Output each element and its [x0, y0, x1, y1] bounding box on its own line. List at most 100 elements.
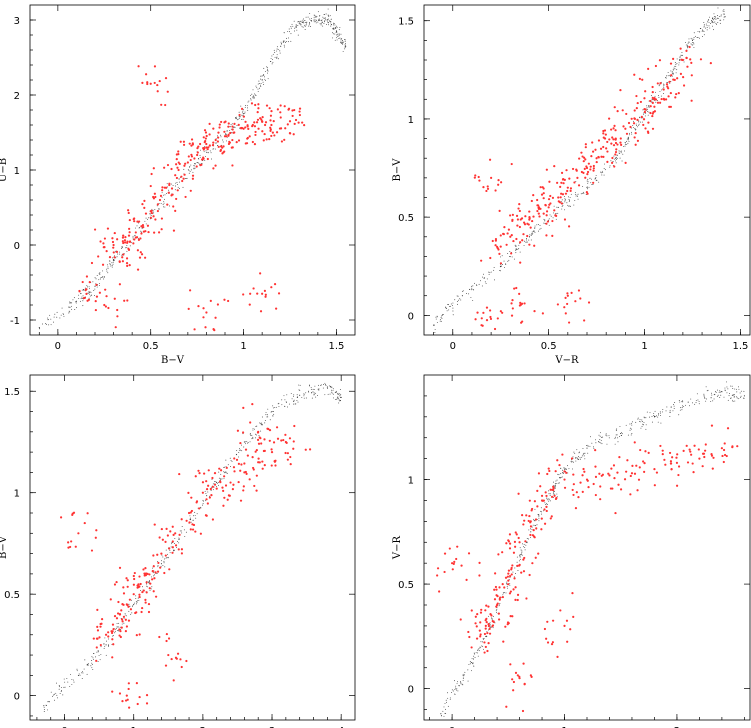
model-grid-point	[673, 405, 675, 407]
observed-point	[502, 640, 505, 643]
observed-point	[126, 579, 129, 582]
model-grid-point	[235, 454, 237, 456]
observed-point	[669, 460, 673, 463]
model-grid-point	[315, 22, 317, 24]
observed-point	[202, 147, 205, 150]
observed-point	[570, 291, 573, 295]
model-grid-point	[117, 630, 119, 631]
model-grid-point	[483, 648, 484, 650]
observed-point	[704, 443, 707, 446]
observed-point	[298, 110, 301, 113]
model-grid-point	[508, 259, 510, 261]
model-grid-point	[556, 493, 558, 495]
observed-point	[261, 467, 264, 470]
observed-point	[580, 170, 583, 174]
model-grid-point	[106, 268, 108, 270]
model-grid-point	[740, 396, 742, 398]
model-grid-point	[235, 117, 237, 118]
model-grid-point	[485, 283, 487, 284]
model-grid-point	[253, 96, 255, 98]
observed-point	[570, 457, 574, 460]
model-grid-point	[553, 492, 554, 494]
observed-point	[134, 611, 137, 615]
observed-point	[182, 140, 186, 143]
model-grid-point	[160, 203, 162, 205]
model-grid-point	[564, 201, 566, 203]
observed-point	[218, 126, 221, 129]
observed-point	[558, 201, 562, 204]
model-grid-point	[336, 397, 338, 399]
model-grid-point	[171, 183, 173, 185]
observed-point	[665, 98, 668, 101]
observed-point	[208, 122, 211, 125]
observed-point	[688, 45, 691, 49]
model-grid-point	[243, 446, 245, 448]
observed-point	[269, 114, 273, 117]
model-grid-point	[489, 272, 491, 274]
model-grid-point	[246, 441, 248, 442]
observed-point	[249, 421, 252, 424]
observed-point	[244, 120, 247, 123]
observed-point	[59, 516, 63, 519]
model-grid-point	[200, 149, 201, 151]
model-grid-point	[536, 224, 538, 226]
observed-point	[244, 126, 247, 129]
model-grid-point	[107, 266, 109, 268]
model-grid-point	[112, 635, 114, 636]
model-grid-point	[683, 61, 685, 63]
observed-point	[153, 523, 156, 526]
model-grid-point	[462, 679, 464, 681]
observed-point	[286, 123, 289, 126]
observed-point	[223, 150, 226, 153]
model-grid-point	[252, 429, 254, 431]
model-grid-point	[201, 504, 203, 506]
model-grid-point	[339, 393, 341, 395]
model-grid-point	[82, 305, 84, 307]
model-grid-point	[548, 499, 550, 501]
observed-point	[638, 77, 642, 80]
model-grid-point	[575, 457, 577, 459]
model-grid-point	[150, 588, 152, 590]
model-grid-point	[649, 416, 651, 418]
model-grid-point	[702, 36, 703, 37]
model-grid-point	[218, 471, 220, 473]
model-grid-point	[534, 508, 536, 510]
model-grid-point	[260, 430, 262, 432]
observed-point	[204, 139, 207, 143]
model-grid-point	[647, 114, 649, 116]
model-grid-point	[601, 170, 603, 172]
observed-point	[165, 632, 168, 636]
model-grid-point	[565, 467, 567, 469]
model-point	[462, 677, 464, 679]
model-grid-point	[88, 286, 90, 288]
observed-point	[146, 224, 150, 227]
model-grid-point	[230, 460, 232, 461]
model-grid-point	[654, 95, 656, 97]
model-grid-point	[653, 413, 655, 415]
observed-point	[170, 657, 173, 661]
observed-point	[549, 517, 552, 520]
observed-point	[128, 231, 131, 234]
model-grid-point	[548, 219, 550, 221]
model-grid-point	[254, 437, 256, 439]
model-grid-point	[224, 466, 226, 468]
observed-point	[518, 675, 521, 678]
model-grid-point	[55, 682, 57, 684]
model-grid-point	[631, 421, 633, 423]
model-grid-point	[440, 315, 442, 317]
model-grid-point	[304, 24, 306, 26]
model-grid-point	[229, 457, 231, 459]
model-grid-point	[492, 615, 494, 617]
observed-point	[81, 280, 84, 284]
model-grid-point	[254, 428, 255, 430]
model-grid-point	[341, 43, 343, 45]
observed-point	[726, 427, 730, 430]
model-grid-point	[272, 415, 274, 417]
observed-point	[563, 306, 566, 309]
observed-point	[614, 138, 617, 141]
observed-point	[690, 99, 693, 102]
model-grid-point	[322, 387, 324, 389]
model-grid-point	[95, 278, 97, 280]
observed-point	[690, 61, 693, 64]
observed-point	[259, 272, 262, 275]
